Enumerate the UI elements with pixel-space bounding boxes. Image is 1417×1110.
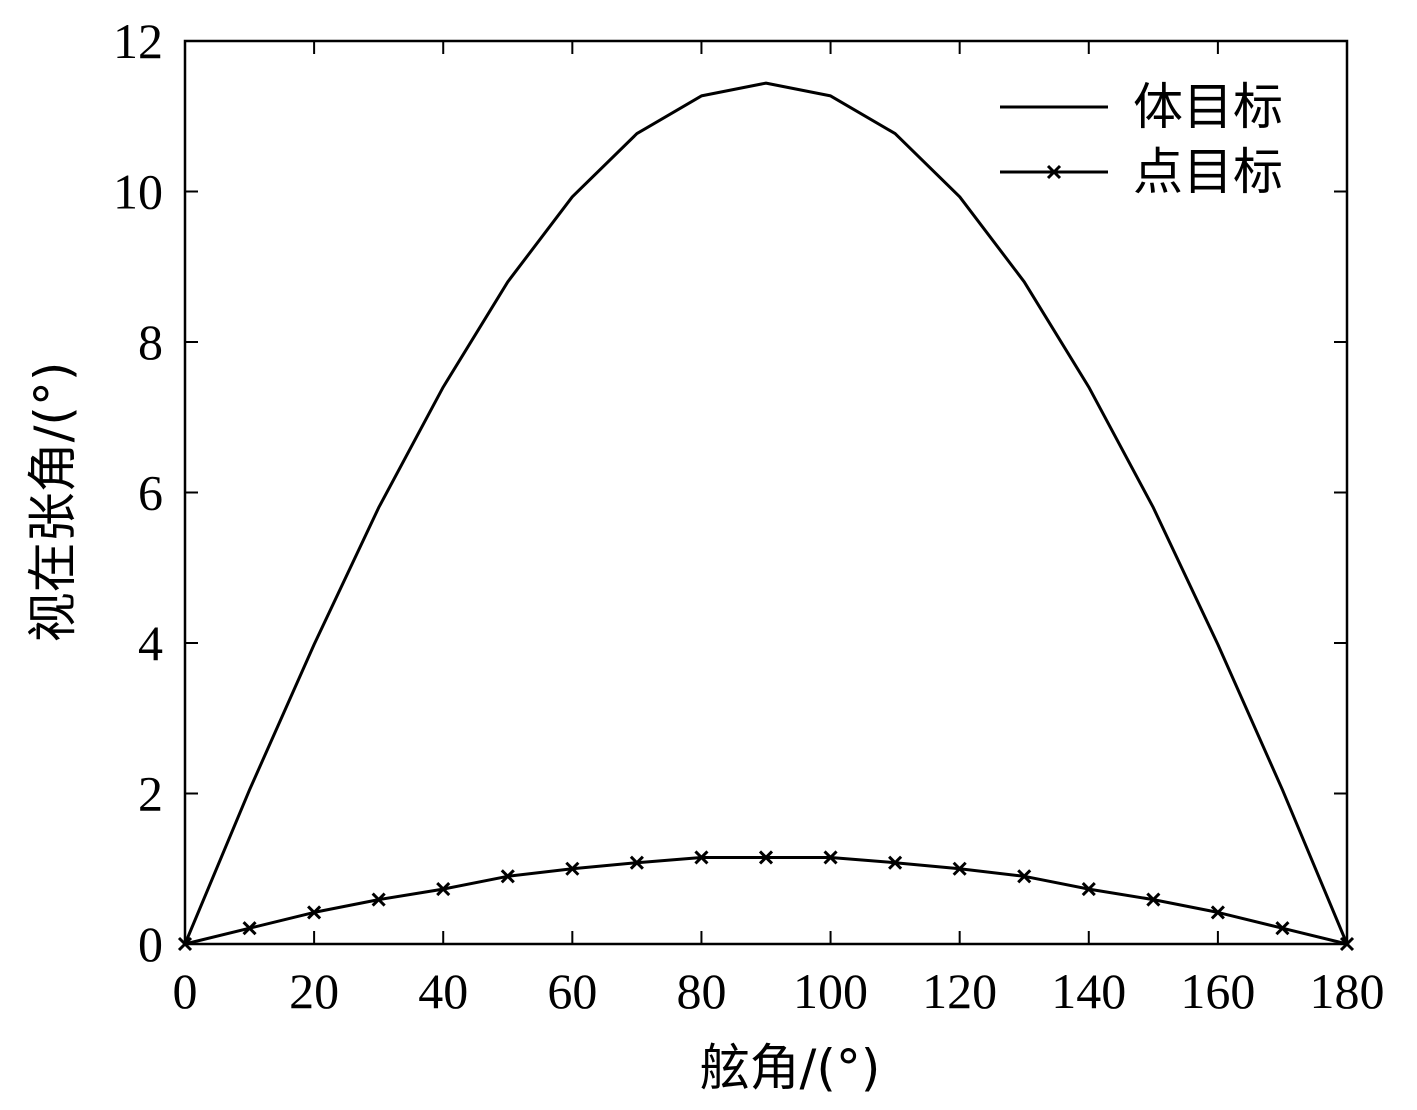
y-tick-label: 4 <box>138 615 163 671</box>
x-tick-label: 20 <box>289 963 339 1019</box>
data-point-marker <box>177 936 193 952</box>
series-layer <box>177 81 1355 952</box>
data-point-marker <box>1339 936 1355 952</box>
y-tick-label: 0 <box>138 916 163 972</box>
data-point-marker <box>629 855 644 870</box>
data-point-marker <box>307 905 322 920</box>
x-tick-label: 0 <box>173 963 198 1019</box>
legend-marker-point-target <box>1046 164 1062 180</box>
y-axis-title: 视在张角/(°) <box>24 362 82 643</box>
y-tick-label: 2 <box>138 766 163 822</box>
x-tick-label: 180 <box>1310 963 1385 1019</box>
x-tick-label: 160 <box>1180 963 1255 1019</box>
x-tick-label: 120 <box>922 963 997 1019</box>
x-axis-title: 舷角/(°) <box>700 1039 881 1097</box>
series-line-0 <box>183 81 1349 945</box>
x-tick-label: 60 <box>547 963 597 1019</box>
x-tick-label: 80 <box>676 963 726 1019</box>
data-point-marker <box>694 850 709 865</box>
x-tick-label: 140 <box>1051 963 1126 1019</box>
y-tick-label: 10 <box>113 164 163 220</box>
data-point-marker <box>758 850 774 865</box>
y-tick-labels: 0 2 4 6 8 10 12 <box>113 13 163 972</box>
data-point-marker <box>1146 892 1161 907</box>
legend-label-volume-target: 体目标 <box>1133 78 1283 136</box>
axis-ticks <box>184 40 1348 945</box>
x-tick-labels: 0 20 40 60 80 100 120 140 160 180 <box>173 963 1385 1019</box>
legend: 体目标 点目标 <box>1000 78 1283 201</box>
data-point-marker <box>1017 869 1032 884</box>
data-point-marker <box>823 850 838 865</box>
y-tick-label: 12 <box>113 13 163 69</box>
x-tick-label: 100 <box>793 963 868 1019</box>
data-point-marker <box>1081 882 1096 897</box>
data-point-marker <box>500 869 515 884</box>
data-point-marker <box>888 855 903 870</box>
data-point-marker <box>565 861 580 876</box>
data-point-marker <box>371 892 386 907</box>
data-point-marker <box>1210 905 1225 920</box>
series-line-1 <box>184 856 1348 946</box>
data-point-marker <box>952 861 967 876</box>
legend-label-point-target: 点目标 <box>1133 143 1283 201</box>
y-tick-label: 8 <box>138 314 163 370</box>
x-tick-label: 40 <box>418 963 468 1019</box>
data-point-marker <box>1275 921 1290 936</box>
data-point-marker <box>242 921 257 936</box>
y-tick-label: 6 <box>138 465 163 521</box>
data-point-marker <box>436 882 451 897</box>
